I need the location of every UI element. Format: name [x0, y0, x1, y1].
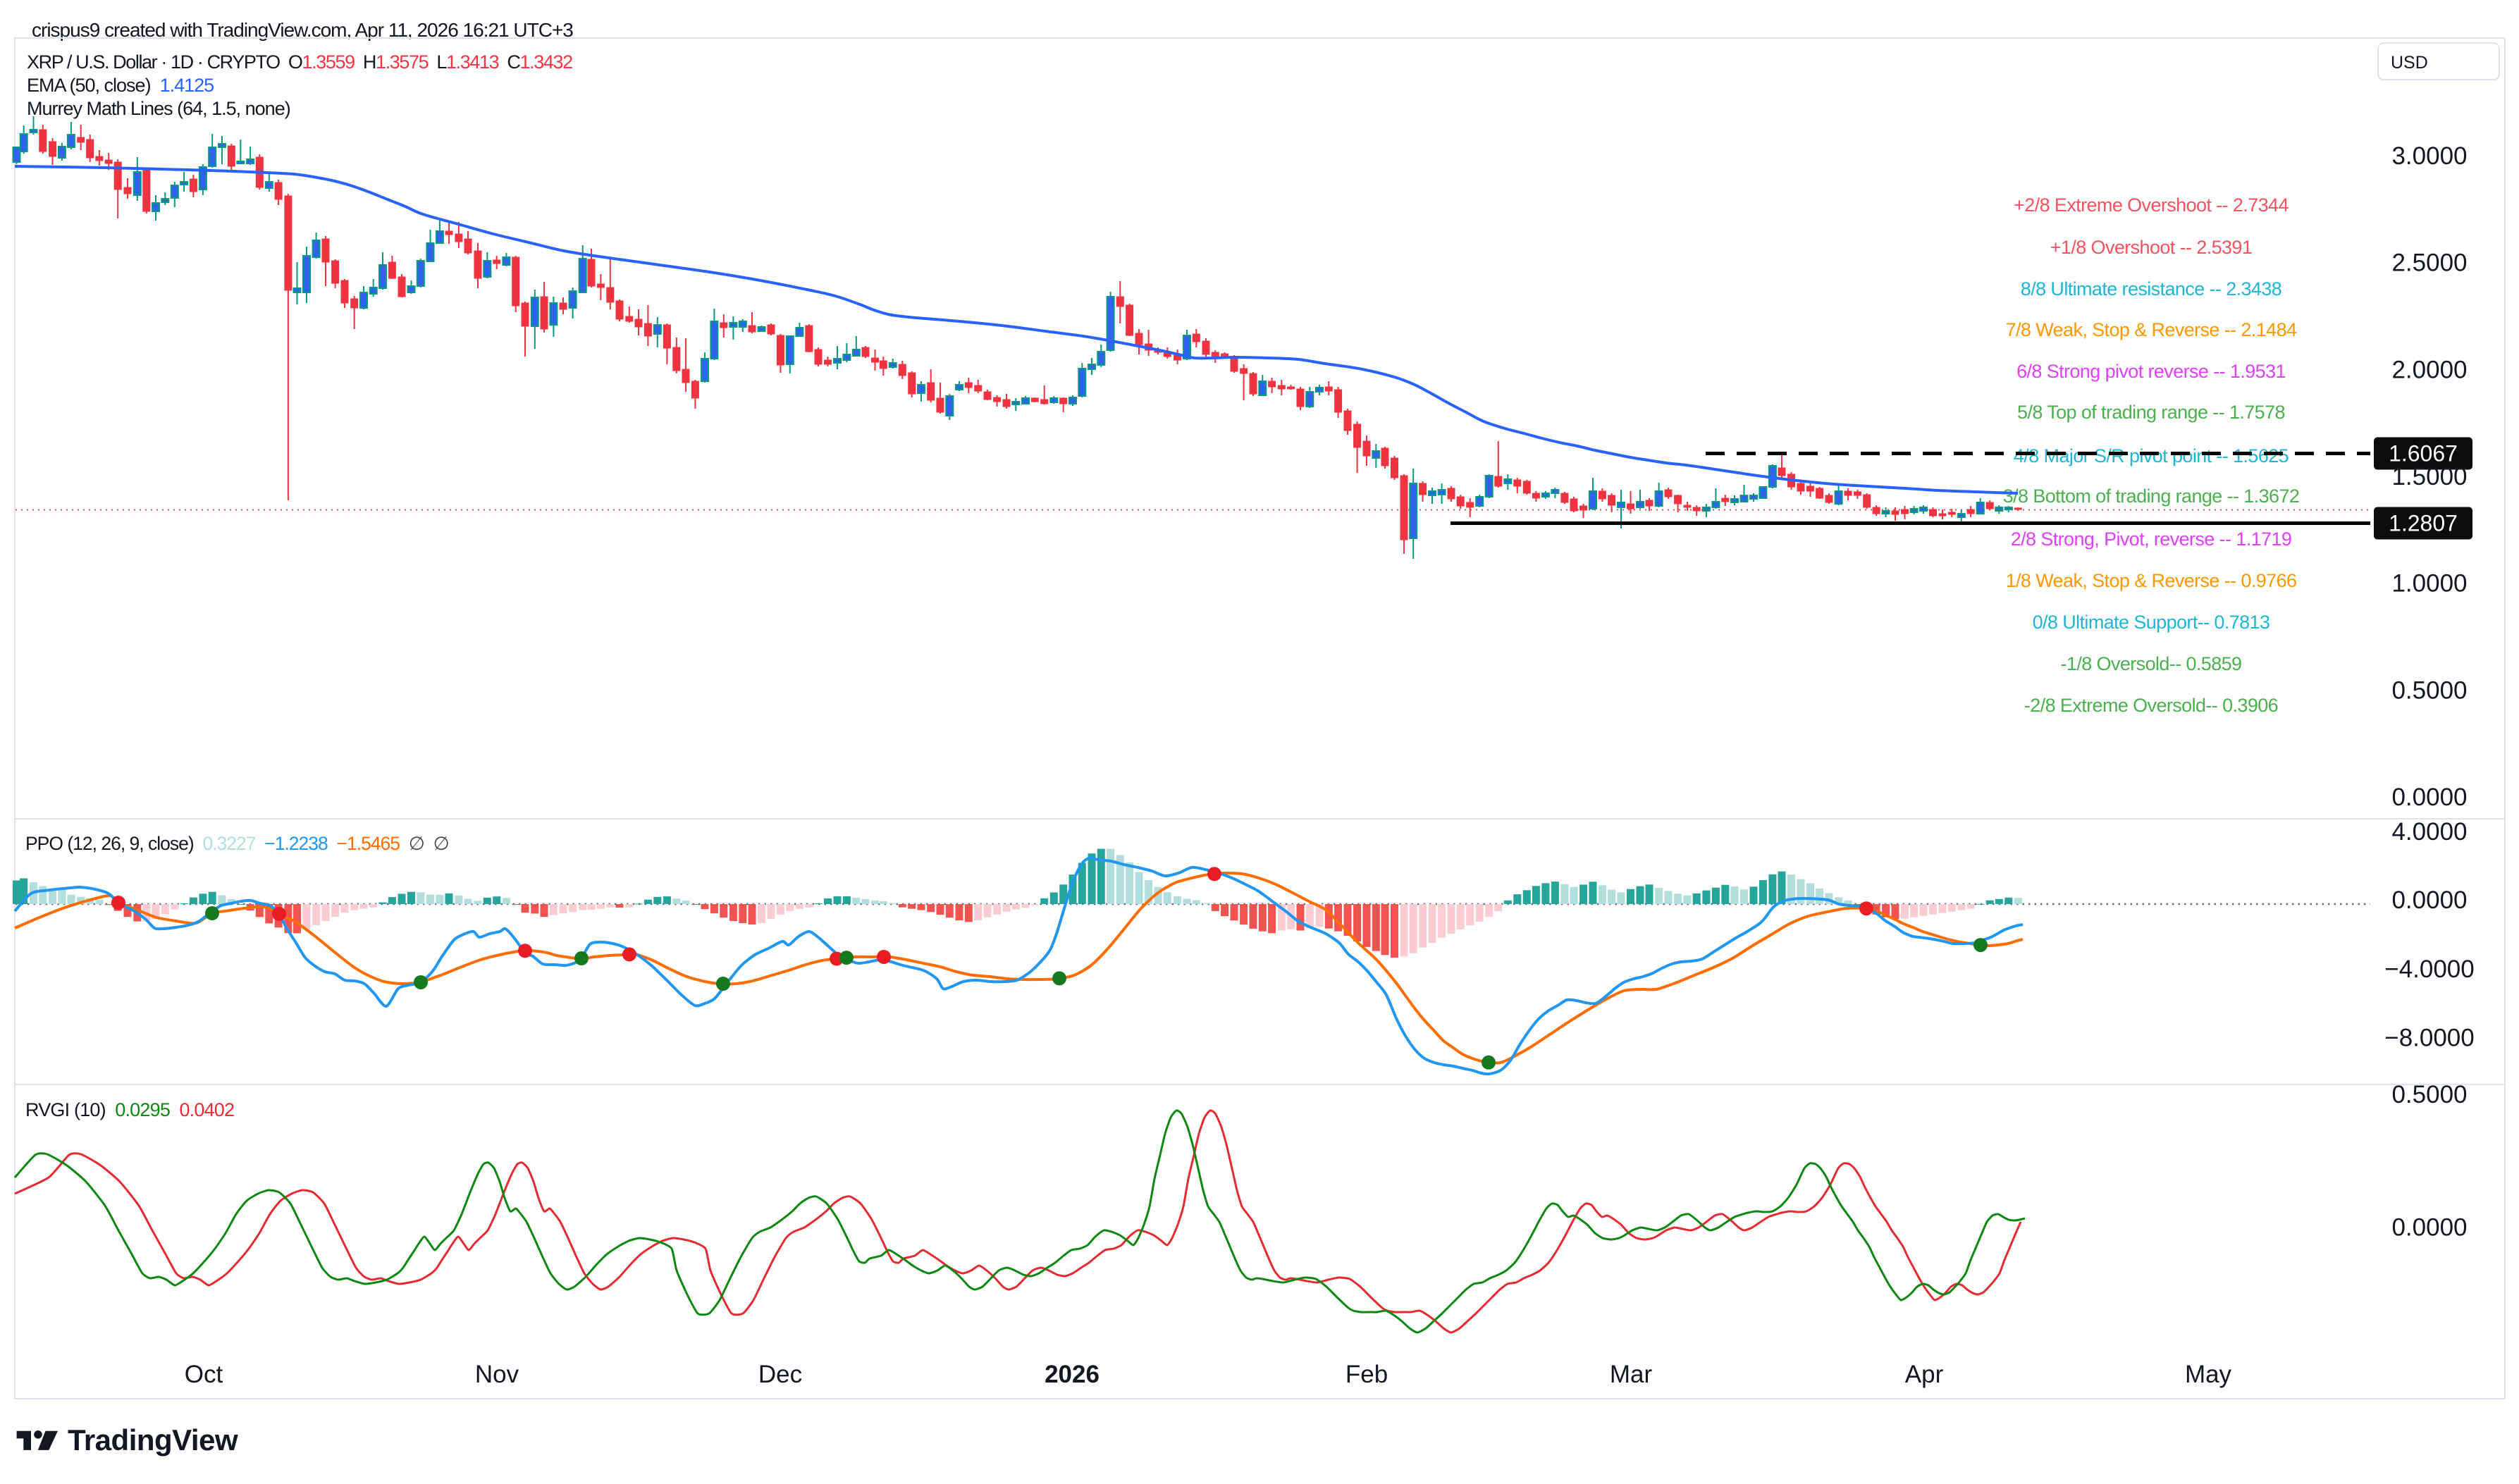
- svg-text:-1/8 Oversold-- 0.5859: -1/8 Oversold-- 0.5859: [2061, 653, 2242, 674]
- svg-text:2026: 2026: [1045, 1361, 1100, 1388]
- svg-text:EMA (50, close) 1.4125: EMA (50, close) 1.4125: [27, 75, 214, 96]
- svg-text:0.0000: 0.0000: [2391, 1214, 2467, 1242]
- svg-text:USD: USD: [2391, 53, 2428, 73]
- svg-text:May: May: [2185, 1361, 2232, 1388]
- svg-text:0/8 Ultimate Support-- 0.7813: 0/8 Ultimate Support-- 0.7813: [2033, 612, 2270, 633]
- svg-text:1.6067: 1.6067: [2389, 441, 2458, 466]
- svg-text:1.5000: 1.5000: [2391, 463, 2467, 490]
- svg-text:2.0000: 2.0000: [2391, 356, 2467, 383]
- svg-text:0.5000: 0.5000: [2391, 1081, 2467, 1108]
- svg-text:crispus9 created with TradingV: crispus9 created with TradingView.com, A…: [32, 19, 573, 41]
- svg-text:1.2807: 1.2807: [2389, 511, 2458, 536]
- svg-text:5/8 Top of trading range -- 1: 5/8 Top of trading range -- 1.7578: [2017, 402, 2285, 423]
- svg-text:−4.0000: −4.0000: [2384, 956, 2475, 983]
- svg-text:1.0000: 1.0000: [2391, 570, 2467, 598]
- svg-text:Oct: Oct: [185, 1361, 223, 1388]
- svg-text:+1/8 Overshoot -- 2.5391: +1/8 Overshoot -- 2.5391: [2050, 237, 2253, 258]
- svg-text:Dec: Dec: [758, 1361, 802, 1388]
- svg-text:-2/8 Extreme Oversold-- 0.390: -2/8 Extreme Oversold-- 0.3906: [2024, 695, 2278, 716]
- svg-text:3.0000: 3.0000: [2391, 142, 2467, 170]
- svg-text:Mar: Mar: [1610, 1361, 1653, 1388]
- svg-text:0.0000: 0.0000: [2391, 784, 2467, 811]
- svg-text:2.5000: 2.5000: [2391, 249, 2467, 277]
- svg-text:0.5000: 0.5000: [2391, 676, 2467, 704]
- svg-text:0.0000: 0.0000: [2391, 886, 2467, 914]
- svg-text:Feb: Feb: [1345, 1361, 1388, 1388]
- svg-text:6/8 Strong pivot reverse -- 1: 6/8 Strong pivot reverse -- 1.9531: [2016, 361, 2286, 382]
- svg-text:RVGI (10) 0.0295 0.0402: RVGI (10) 0.0295 0.0402: [25, 1099, 234, 1120]
- svg-text:TradingView: TradingView: [68, 1423, 238, 1457]
- svg-text:XRP / U.S. Dollar · 1D · CRYPT: XRP / U.S. Dollar · 1D · CRYPTO O1.3559 …: [27, 51, 572, 73]
- svg-text:Murrey Math Lines (64, 1.5, no: Murrey Math Lines (64, 1.5, none): [27, 98, 290, 119]
- svg-text:3/8 Bottom of trading range --: 3/8 Bottom of trading range -- 1.3672: [2003, 486, 2300, 507]
- svg-text:2/8 Strong, Pivot, reverse --: 2/8 Strong, Pivot, reverse -- 1.1719: [2011, 528, 2292, 550]
- svg-text:Nov: Nov: [475, 1361, 519, 1388]
- svg-text:PPO (12, 26, 9, close) 0.3227: PPO (12, 26, 9, close) 0.3227 −1.2238 −1…: [25, 833, 449, 854]
- svg-text:8/8 Ultimate resistance -- 2.: 8/8 Ultimate resistance -- 2.3438: [2021, 278, 2281, 299]
- svg-text:1/8 Weak, Stop & Reverse -- 0: 1/8 Weak, Stop & Reverse -- 0.9766: [2006, 570, 2297, 591]
- svg-text:4.0000: 4.0000: [2391, 818, 2467, 846]
- svg-text:Apr: Apr: [1905, 1361, 1944, 1388]
- svg-text:+2/8 Extreme Overshoot -- 2.7: +2/8 Extreme Overshoot -- 2.7344: [2014, 194, 2289, 216]
- svg-text:7/8 Weak, Stop & Reverse -- 2: 7/8 Weak, Stop & Reverse -- 2.1484: [2006, 319, 2297, 340]
- svg-text:4/8 Major S/R pivot point --: 4/8 Major S/R pivot point -- 1.5625: [2014, 445, 2289, 466]
- svg-text:−8.0000: −8.0000: [2384, 1025, 2475, 1052]
